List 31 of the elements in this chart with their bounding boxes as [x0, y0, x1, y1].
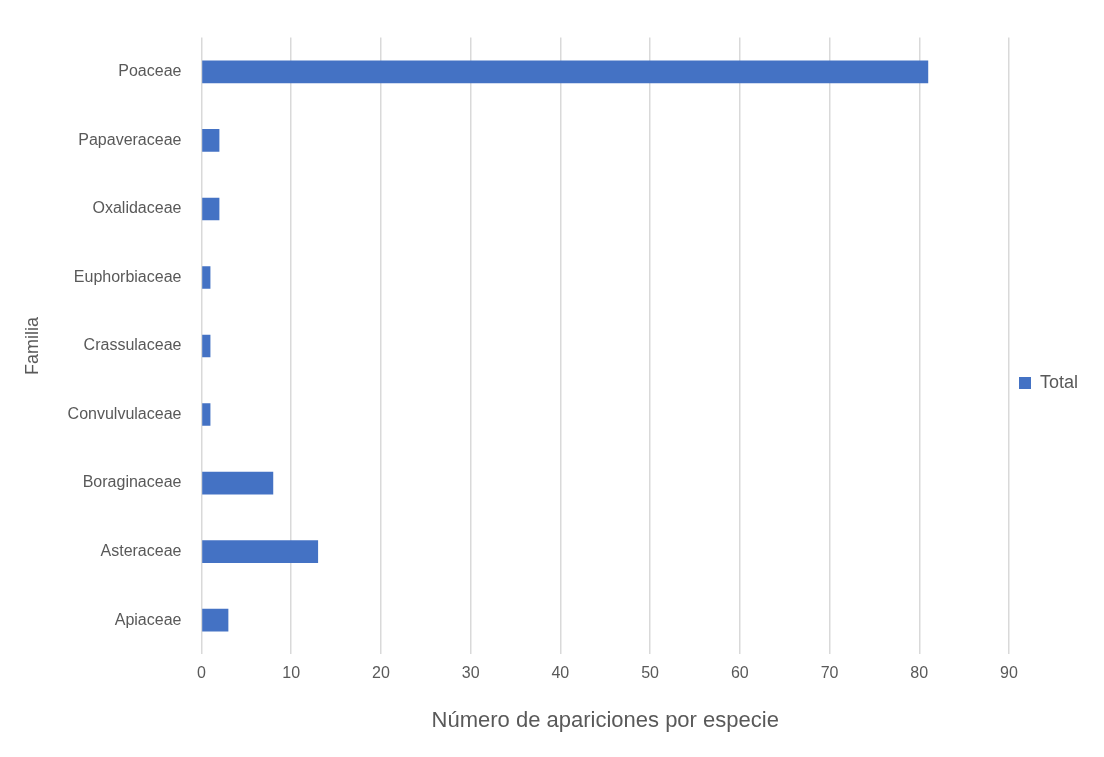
y-tick-label: Asteraceae	[100, 542, 182, 560]
bar	[202, 471, 274, 495]
y-tick-label: Euphorbiaceae	[73, 267, 182, 285]
bar	[202, 334, 211, 358]
x-tick-label: 30	[461, 664, 480, 682]
x-tick-label: 90	[1000, 664, 1018, 682]
x-tick-label: 40	[551, 664, 570, 682]
bar	[202, 197, 220, 221]
x-tick-label: 80	[910, 664, 929, 682]
y-tick-label: Apiaceae	[114, 610, 182, 628]
x-axis-title: Número de apariciones por especie	[431, 706, 779, 732]
x-tick-label: 70	[820, 664, 839, 682]
y-tick-label: Convulvulaceae	[67, 404, 182, 422]
x-tick-label: 60	[730, 664, 749, 682]
bar	[202, 540, 319, 563]
x-tick-label: 50	[641, 664, 660, 682]
y-tick-label: Crassulaceae	[83, 336, 182, 354]
y-tick-label: Oxalidaceae	[92, 199, 182, 217]
x-tick-label: 20	[372, 664, 390, 682]
y-axis-title: Familia	[21, 316, 42, 376]
bar	[202, 129, 220, 152]
x-tick-label: 0	[197, 664, 206, 682]
bar	[202, 403, 211, 426]
bar	[202, 266, 211, 289]
y-tick-label: Boraginaceae	[82, 473, 182, 491]
y-tick-label: Poaceae	[118, 62, 182, 80]
x-tick-label: 10	[282, 664, 301, 682]
legend-label: Total	[1039, 371, 1079, 392]
y-tick-label: Papaveraceae	[78, 130, 182, 148]
bar	[202, 60, 929, 84]
bar	[202, 608, 229, 632]
